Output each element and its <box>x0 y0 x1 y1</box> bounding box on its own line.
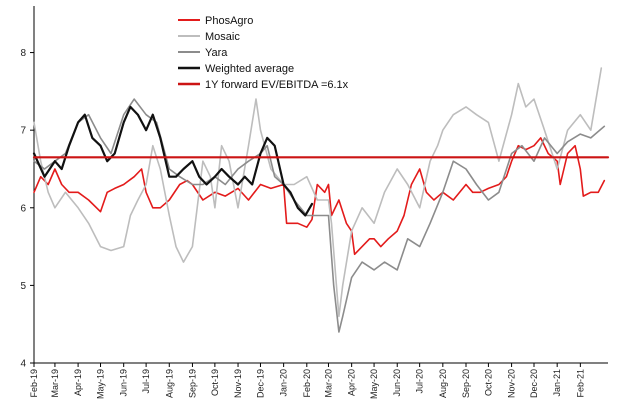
x-tick-label: Apr-20 <box>347 369 357 396</box>
series-lines <box>32 67 610 333</box>
y-tick-label: 8 <box>20 48 26 59</box>
axes: 4 5 6 7 8 Feb-19 Mar-19 Apr-19 May-19 Jun-19 Jul-… <box>20 6 608 399</box>
legend: PhosAgro Mosaic Yara Weighted average 1Y for… <box>178 15 349 91</box>
x-tick-label: Jun-19 <box>119 369 129 397</box>
x-tick-label: Mar-19 <box>50 369 60 398</box>
legend-label: Weighted average <box>205 63 294 75</box>
y-tick-label: 5 <box>20 281 26 292</box>
x-tick-label: Oct-20 <box>483 369 493 396</box>
y-tick-label: 6 <box>20 203 26 214</box>
legend-label: Mosaic <box>205 31 240 43</box>
x-tick-label: Nov-19 <box>233 369 243 398</box>
x-tick-label: Sep-19 <box>187 369 197 398</box>
x-tick-label: Dec-20 <box>529 369 539 398</box>
x-tick-label: Jul-19 <box>141 369 151 394</box>
series-line-mosaic <box>33 67 603 318</box>
legend-label: PhosAgro <box>205 15 253 27</box>
y-tick-label: 7 <box>20 126 26 137</box>
series-line-yara <box>33 98 606 333</box>
series-line-phosagro <box>33 137 606 256</box>
y-tick-label: 4 <box>20 359 26 370</box>
x-tick-label: May-20 <box>369 369 379 399</box>
legend-label: 1Y forward EV/EBITDA =6.1x <box>205 79 349 91</box>
x-tick-label: Jan-21 <box>552 369 562 397</box>
x-tick-label: Dec-19 <box>255 369 265 398</box>
y-axis-ticks: 4 5 6 7 8 <box>20 48 34 370</box>
x-tick-label: Jul-20 <box>415 369 425 394</box>
x-tick-label: Mar-20 <box>323 369 333 398</box>
series-line-weighted-average <box>32 105 314 217</box>
x-tick-label: Aug-19 <box>164 369 174 398</box>
x-tick-label: Apr-19 <box>73 369 83 396</box>
x-tick-label: Oct-19 <box>210 369 220 396</box>
x-tick-label: Jun-20 <box>392 369 402 397</box>
x-tick-label: Nov-20 <box>507 369 517 398</box>
x-tick-label: Feb-20 <box>302 369 312 398</box>
x-tick-label: Aug-20 <box>438 369 448 398</box>
x-tick-label: Feb-21 <box>575 369 585 398</box>
x-tick-label: Jan-20 <box>279 369 289 397</box>
x-tick-label: Sep-20 <box>461 369 471 398</box>
x-tick-label: May-19 <box>96 369 106 399</box>
x-tick-label: Feb-19 <box>29 369 39 398</box>
x-axis-ticks: Feb-19 Mar-19 Apr-19 May-19 Jun-19 Jul-19 Aug-… <box>29 363 585 399</box>
legend-label: Yara <box>205 47 228 59</box>
